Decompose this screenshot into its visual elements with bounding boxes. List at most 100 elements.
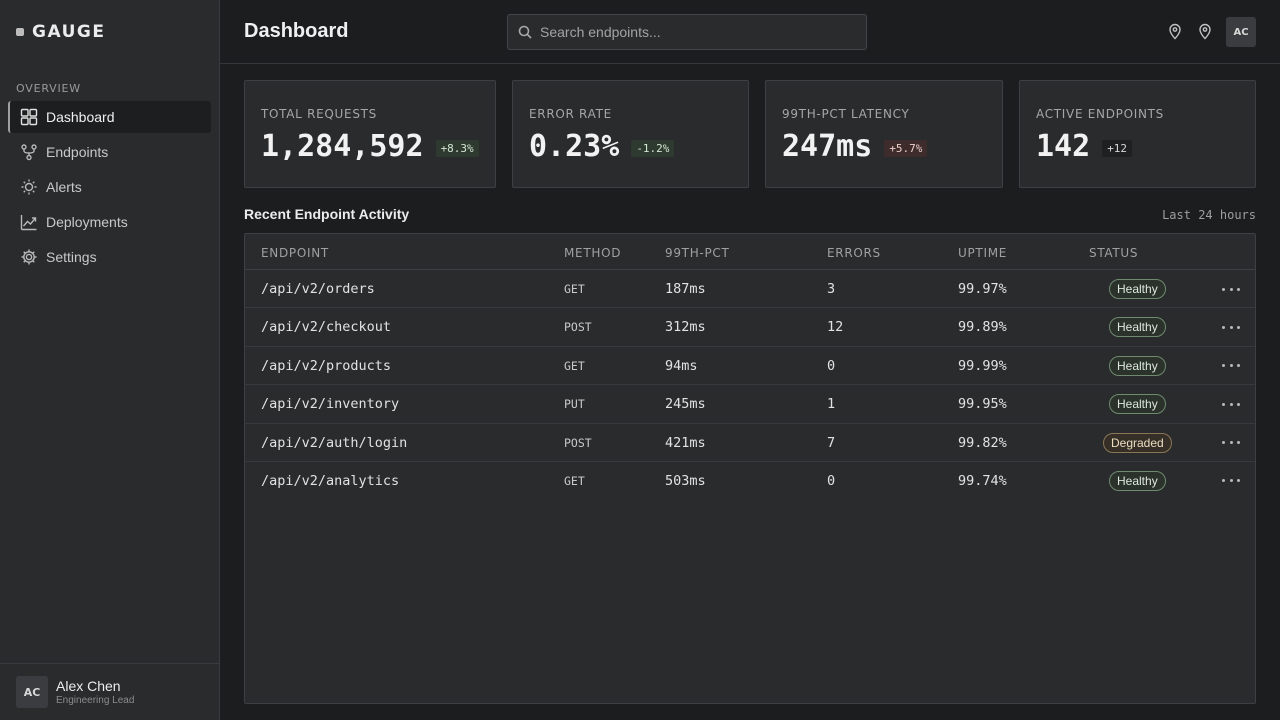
- location-pin-icon[interactable]: [1196, 22, 1214, 40]
- sidebar-item-label: Dashboard: [46, 109, 115, 125]
- status-badge: Degraded: [1103, 432, 1172, 453]
- latency-value: 312ms: [665, 319, 706, 336]
- endpoint-path: /api/v2/checkout: [261, 319, 392, 336]
- sidebar-item-alerts[interactable]: Alerts: [8, 171, 211, 203]
- error-count: 0: [827, 472, 836, 489]
- table-row[interactable]: /api/v2/products GET 94ms 0 99.99% Healt…: [245, 347, 1255, 386]
- search-input[interactable]: [540, 24, 840, 40]
- endpoint-path: /api/v2/orders: [261, 281, 375, 297]
- stat-label: TOTAL REQUESTS: [261, 107, 377, 121]
- search-box[interactable]: [507, 14, 867, 50]
- status-badge: Healthy: [1109, 317, 1166, 338]
- sidebar-item-label: Endpoints: [46, 144, 109, 160]
- user-profile[interactable]: AC Alex Chen Engineering Lead: [0, 663, 219, 720]
- stat-label: 99TH-PCT LATENCY: [782, 107, 910, 121]
- section-title: Recent Endpoint Activity: [244, 206, 410, 222]
- table-row[interactable]: /api/v2/analytics GET 503ms 0 99.74% Hea…: [245, 462, 1255, 500]
- gear-icon: [21, 249, 37, 265]
- http-method: PUT: [564, 397, 585, 412]
- uptime-value: 99.99%: [958, 357, 1007, 374]
- latency-value: 245ms: [665, 396, 706, 413]
- latency-value: 94ms: [665, 357, 698, 374]
- table-row[interactable]: /api/v2/orders GET 187ms 3 99.97% Health…: [245, 270, 1255, 309]
- status-badge: Healthy: [1109, 470, 1166, 491]
- sidebar-item-settings[interactable]: Settings: [8, 241, 211, 273]
- trend-icon: [20, 215, 37, 231]
- uptime-value: 99.74%: [958, 472, 1007, 489]
- endpoint-path: /api/v2/inventory: [261, 396, 400, 413]
- uptime-value: 99.82%: [958, 434, 1007, 451]
- more-options-icon[interactable]: [1222, 397, 1240, 411]
- table-header: ENDPOINT METHOD 99TH-PCT ERRORS UPTIME S…: [245, 234, 1255, 270]
- sidebar-item-endpoints[interactable]: Endpoints: [8, 136, 211, 168]
- endpoint-activity-table: ENDPOINT METHOD 99TH-PCT ERRORS UPTIME S…: [244, 233, 1256, 704]
- uptime-value: 99.89%: [958, 319, 1007, 336]
- error-count: 12: [827, 319, 844, 336]
- user-role: Engineering Lead: [56, 695, 135, 706]
- time-range-label: Last 24 hours: [1162, 208, 1256, 222]
- sun-icon: [21, 179, 37, 195]
- stat-label: ACTIVE ENDPOINTS: [1036, 107, 1164, 121]
- stat-value: 247ms: [782, 129, 873, 164]
- uptime-value: 99.95%: [958, 396, 1007, 413]
- stat-card-total-requests: TOTAL REQUESTS 1,284,592 +8.3%: [244, 80, 496, 188]
- column-header-uptime[interactable]: UPTIME: [958, 246, 1008, 260]
- http-method: GET: [564, 282, 585, 296]
- status-badge: Healthy: [1109, 355, 1166, 376]
- sidebar-item-label: Alerts: [46, 179, 82, 195]
- stat-card-active-endpoints: ACTIVE ENDPOINTS 142 +12: [1019, 80, 1256, 188]
- more-options-icon[interactable]: [1222, 474, 1240, 488]
- table-row[interactable]: /api/v2/auth/login POST 421ms 7 99.82% D…: [245, 424, 1255, 462]
- error-count: 0: [827, 357, 836, 374]
- latency-value: 503ms: [665, 472, 706, 489]
- nav-section-label: OVERVIEW: [16, 82, 81, 95]
- more-options-icon[interactable]: [1222, 359, 1240, 373]
- endpoint-path: /api/v2/products: [261, 357, 392, 374]
- stat-card-latency: 99TH-PCT LATENCY 247ms +5.7%: [765, 80, 1003, 188]
- column-header-method[interactable]: METHOD: [564, 246, 622, 260]
- more-options-icon[interactable]: [1222, 436, 1240, 450]
- error-count: 1: [827, 396, 836, 413]
- http-method: POST: [564, 435, 592, 450]
- column-header-p99[interactable]: 99TH-PCT: [665, 246, 730, 260]
- branch-icon: [21, 144, 37, 161]
- http-method: GET: [564, 358, 585, 373]
- stat-value: 142: [1036, 129, 1091, 164]
- sidebar-item-label: Settings: [46, 249, 97, 265]
- page-title: Dashboard: [244, 20, 349, 42]
- brand[interactable]: GAUGE: [16, 22, 105, 42]
- error-count: 3: [827, 281, 836, 297]
- table-row[interactable]: /api/v2/checkout POST 312ms 12 99.89% He…: [245, 308, 1255, 347]
- sidebar-item-deployments[interactable]: Deployments: [8, 206, 211, 238]
- sidebar-item-dashboard[interactable]: Dashboard: [8, 101, 211, 133]
- column-header-errors[interactable]: ERRORS: [827, 246, 881, 260]
- stat-card-error-rate: ERROR RATE 0.23% -1.2%: [512, 80, 749, 188]
- stat-delta: +12: [1102, 140, 1133, 157]
- more-options-icon[interactable]: [1222, 282, 1240, 296]
- sidebar-item-label: Deployments: [46, 214, 128, 230]
- top-header: Dashboard AC: [220, 0, 1280, 64]
- http-method: GET: [564, 473, 585, 488]
- more-options-icon[interactable]: [1222, 320, 1240, 334]
- avatar: AC: [16, 676, 48, 708]
- table-row[interactable]: /api/v2/inventory PUT 245ms 1 99.95% Hea…: [245, 385, 1255, 424]
- user-name: Alex Chen: [56, 678, 121, 694]
- grid-icon: [20, 108, 38, 126]
- column-header-status[interactable]: STATUS: [1089, 246, 1139, 260]
- stat-value: 1,284,592: [261, 129, 424, 164]
- column-header-endpoint[interactable]: ENDPOINT: [261, 246, 329, 260]
- avatar[interactable]: AC: [1226, 17, 1256, 47]
- brand-logo-icon: [16, 28, 24, 36]
- uptime-value: 99.97%: [958, 281, 1007, 297]
- search-icon: [518, 25, 532, 39]
- stat-value: 0.23%: [529, 129, 620, 164]
- location-pin-icon[interactable]: [1166, 22, 1184, 40]
- stat-delta: +5.7%: [884, 140, 928, 157]
- brand-name: GAUGE: [32, 22, 106, 42]
- status-badge: Healthy: [1109, 279, 1166, 299]
- stat-delta: -1.2%: [631, 140, 675, 157]
- stat-delta: +8.3%: [435, 140, 479, 157]
- http-method: POST: [564, 320, 592, 335]
- latency-value: 421ms: [665, 434, 706, 451]
- sidebar: GAUGE OVERVIEW Dashboard Endpoints Alert…: [0, 0, 220, 720]
